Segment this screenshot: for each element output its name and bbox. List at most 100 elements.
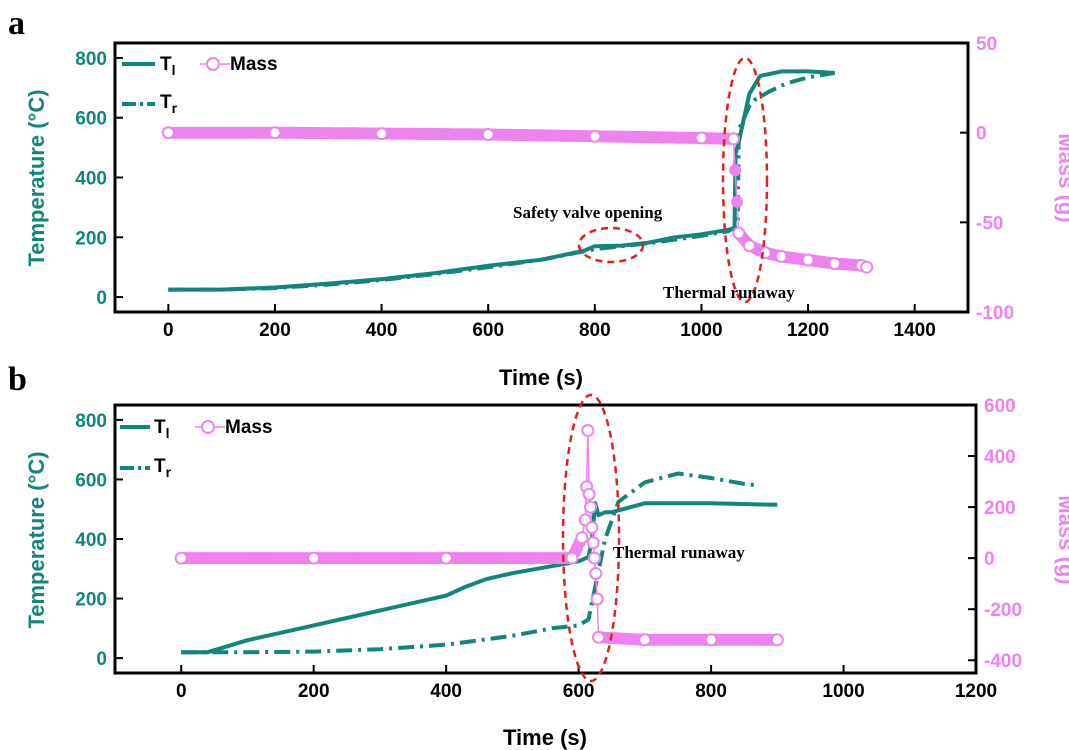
x-tick-label: 600 [472, 320, 504, 341]
x-tick-label: 1400 [894, 320, 936, 341]
x-tick-label: 400 [430, 681, 462, 702]
legend-label-mass: Mass [225, 417, 273, 438]
mass-marker [731, 195, 743, 208]
y-tick-label: 200 [75, 228, 107, 249]
mass-point [732, 226, 746, 240]
series-line-t-l [168, 69, 835, 292]
annotation-safety-valve: Safety valve opening [513, 203, 663, 222]
mass-point [694, 131, 708, 145]
y-tick-label: 0 [96, 288, 107, 309]
x-tick-label: 200 [298, 681, 330, 702]
y-tick-label: 600 [75, 109, 107, 130]
y2-tick-label: 600 [984, 396, 1016, 417]
mass-point [585, 521, 599, 534]
y2-ticks: -400 -200 0 200 400 600 [968, 396, 1022, 672]
mass-point [742, 239, 756, 253]
series-line-t-l [181, 501, 778, 655]
plot-frame [113, 403, 978, 675]
x-ticks: 0 200 400 600 800 1000 1200 [176, 665, 997, 702]
legend-label-tr: Tr [160, 92, 178, 116]
mass-point [588, 551, 601, 565]
x-axis-label: Time (s) [499, 365, 583, 390]
mass-point [726, 132, 740, 146]
legend: Tl Tr Mass [120, 417, 273, 480]
legend-label-tl: Tl [154, 417, 170, 441]
y-tick-label: 400 [75, 169, 107, 190]
mass-point [590, 592, 604, 606]
x-tick-label: 400 [366, 320, 398, 341]
x-ticks: 0 200 400 600 800 1000 1200 1400 [163, 304, 936, 341]
y2-tick-label: -100 [976, 303, 1014, 324]
y2-tick-label: 0 [976, 124, 987, 145]
mass-point [575, 531, 589, 545]
y2-tick-label: 200 [984, 498, 1016, 519]
y-ticks: 0 200 400 600 800 [75, 411, 123, 670]
mass-point [582, 487, 596, 501]
annotation-thermal-runaway: Thermal runaway [613, 543, 745, 562]
y2-axis-label: Mass (g) [1054, 495, 1069, 584]
x-tick-label: 800 [695, 681, 727, 702]
legend-label-mass: Mass [230, 54, 278, 75]
legend-marker-mass [206, 57, 220, 71]
annotation-thermal-runaway: Thermal runaway [663, 283, 795, 302]
legend-marker-mass [201, 420, 215, 434]
y-axis-label: Temperature (°C) [24, 451, 49, 628]
x-tick-label: 0 [176, 681, 187, 702]
x-tick-label: 1000 [822, 681, 864, 702]
mass-point [589, 567, 603, 580]
series-line-mass [181, 430, 778, 641]
y2-tick-label: -50 [976, 213, 1003, 234]
y-ticks: 0 200 400 600 800 [75, 49, 123, 309]
mass-point [268, 126, 282, 140]
legend-label-tl: Tl [160, 54, 176, 78]
x-tick-label: 1000 [680, 320, 722, 341]
mass-point [770, 633, 784, 647]
panel-label: a [8, 5, 25, 42]
series-group [174, 424, 784, 655]
panel-b: b 0 200 400 600 800 1000 1200 0 200 400 600 800 -4… [8, 361, 1069, 750]
series-line-t-r [181, 471, 758, 655]
mass-point [588, 129, 602, 143]
y2-tick-label: 50 [976, 34, 997, 55]
mass-point [481, 128, 495, 141]
y-tick-label: 600 [75, 470, 107, 491]
mass-point [565, 551, 579, 565]
mass-point [828, 257, 842, 271]
y2-axis-label: Mass (g) [1054, 133, 1069, 222]
thermal-runaway-ellipse [561, 393, 621, 683]
x-tick-label: 600 [563, 681, 595, 702]
mass-point [161, 126, 175, 140]
mass-point [307, 551, 321, 565]
mass-point [375, 127, 389, 141]
mass-point [638, 633, 652, 647]
x-tick-label: 0 [163, 320, 174, 341]
mass-point [581, 424, 595, 437]
mass-point [174, 551, 188, 565]
x-tick-label: 1200 [787, 320, 829, 341]
x-axis-label: Time (s) [503, 725, 587, 750]
mass-point [584, 500, 597, 514]
plot-frame [113, 41, 970, 314]
y-tick-label: 0 [96, 649, 107, 670]
y-tick-label: 200 [75, 590, 107, 611]
y2-tick-label: 400 [984, 447, 1016, 468]
y-axis-label: Temperature (°C) [24, 89, 49, 266]
mass-point [586, 536, 600, 550]
mass-point [592, 630, 605, 644]
mass-point [704, 633, 718, 647]
mass-point [439, 551, 453, 565]
mass-point [860, 260, 874, 274]
thermal-runaway-ellipse [721, 56, 769, 304]
series-line-t-r [168, 70, 836, 292]
series-group [161, 69, 874, 292]
y2-tick-label: -400 [984, 651, 1022, 672]
mass-point [801, 253, 815, 267]
x-tick-label: 200 [259, 320, 291, 341]
panel-a: a 0 200 400 600 800 1000 1200 1400 0 200 400 600 80… [8, 5, 1069, 390]
y-tick-label: 400 [75, 530, 107, 551]
legend-label-tr: Tr [154, 456, 172, 480]
mass-marker [729, 164, 742, 177]
panel-label: b [8, 361, 27, 398]
y2-ticks: -100 -50 0 50 [960, 34, 1014, 324]
